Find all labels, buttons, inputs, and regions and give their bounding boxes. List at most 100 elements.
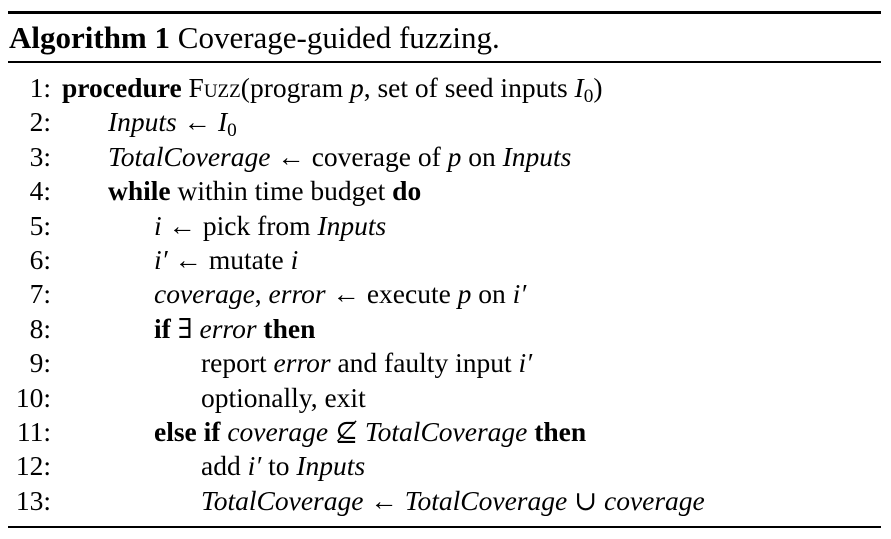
code-token: error bbox=[273, 347, 331, 379]
line-number: 11: bbox=[16, 415, 51, 447]
code-token: ← mutate bbox=[167, 243, 291, 275]
line-content: i ← pick from Inputs bbox=[154, 209, 386, 243]
code-token: i bbox=[154, 209, 162, 241]
code-token: ← bbox=[363, 484, 405, 516]
keyword: else if bbox=[154, 415, 221, 447]
line-content: Inputs ← I0 bbox=[108, 105, 237, 142]
algorithm-line: 2: Inputs ← I0 bbox=[8, 105, 881, 142]
code-token: ) bbox=[593, 72, 603, 103]
code-token bbox=[182, 72, 189, 103]
code-token: and faulty input bbox=[330, 347, 519, 379]
line-number: 12: bbox=[15, 450, 51, 482]
line-content: while within time budget do bbox=[108, 174, 421, 208]
algorithm-line: 1: procedure Fuzz(program p, set of seed… bbox=[8, 71, 881, 107]
line-number: 2: bbox=[29, 106, 51, 138]
code-token: p bbox=[457, 278, 472, 310]
algorithm-caption: Algorithm 1 Coverage-guided fuzzing. bbox=[8, 14, 881, 61]
code-token: (program bbox=[240, 72, 350, 103]
code-token: report bbox=[201, 347, 274, 379]
code-token: ← pick from bbox=[161, 209, 318, 241]
code-token: on bbox=[461, 140, 503, 172]
code-token: TotalCoverage bbox=[404, 484, 568, 516]
line-content: report error and faulty input i′ bbox=[201, 346, 532, 380]
code-token: coverage bbox=[154, 278, 255, 310]
code-token: Inputs bbox=[502, 140, 572, 172]
line-content: TotalCoverage ← TotalCoverage ∪ coverage bbox=[201, 484, 705, 518]
line-number: 3: bbox=[29, 140, 51, 172]
line-number: 5: bbox=[29, 209, 51, 241]
code-token: add bbox=[201, 450, 248, 482]
keyword: then bbox=[534, 415, 587, 447]
keyword: then bbox=[263, 312, 316, 344]
code-token: error bbox=[268, 278, 326, 310]
code-token: ∃ bbox=[170, 312, 200, 344]
code-token: ← execute bbox=[325, 278, 458, 310]
code-token: , set of seed inputs bbox=[363, 72, 575, 103]
algorithm-line: 9: report error and faulty input i′ bbox=[8, 346, 881, 380]
code-token: I bbox=[574, 72, 584, 103]
code-token: coverage bbox=[227, 415, 329, 447]
code-token: p bbox=[447, 140, 462, 172]
code-token: i′ bbox=[512, 278, 527, 310]
code-token: to bbox=[261, 450, 297, 482]
algorithm-line: 6: i′ ← mutate i bbox=[8, 243, 881, 277]
code-token: p bbox=[349, 72, 364, 103]
keyword: while bbox=[108, 175, 171, 207]
code-token: TotalCoverage bbox=[364, 415, 528, 447]
line-number: 1: bbox=[29, 72, 51, 103]
keyword: do bbox=[392, 175, 422, 207]
line-content: else if coverage ⊈ TotalCoverage then bbox=[154, 415, 586, 449]
code-token: Inputs bbox=[108, 106, 177, 138]
algorithm-line: 7: coverage, error ← execute p on i′ bbox=[8, 277, 881, 311]
code-token: optionally, exit bbox=[201, 381, 366, 413]
code-token: i′ bbox=[247, 450, 262, 482]
algorithm-lines: 1: procedure Fuzz(program p, set of seed… bbox=[8, 63, 881, 518]
code-token: , bbox=[254, 278, 269, 310]
code-token: ← bbox=[176, 106, 218, 138]
line-content: add i′ to Inputs bbox=[201, 449, 365, 483]
code-token: error bbox=[199, 312, 257, 344]
subscript: 0 bbox=[583, 85, 594, 107]
algorithm-block: Algorithm 1 Coverage-guided fuzzing. 1: … bbox=[8, 11, 881, 528]
subscript: 0 bbox=[227, 120, 237, 142]
code-token: i′ bbox=[518, 347, 533, 379]
keyword: procedure bbox=[62, 72, 182, 103]
line-number: 10: bbox=[15, 381, 51, 413]
code-token: i bbox=[290, 243, 299, 275]
algorithm-title: Coverage-guided fuzzing. bbox=[177, 20, 500, 55]
algorithm-line: 8: if ∃ error then bbox=[8, 312, 881, 346]
algorithm-line: 12: add i′ to Inputs bbox=[8, 449, 881, 483]
line-content: procedure Fuzz(program p, set of seed in… bbox=[62, 71, 603, 107]
line-number: 13: bbox=[15, 484, 51, 516]
line-number: 7: bbox=[29, 278, 51, 310]
code-token: Inputs bbox=[296, 450, 366, 482]
algorithm-line: 11: else if coverage ⊈ TotalCoverage the… bbox=[8, 415, 881, 449]
line-number: 4: bbox=[29, 175, 51, 207]
bottom-rule bbox=[8, 526, 881, 528]
line-number: 9: bbox=[29, 347, 51, 379]
algorithm-line: 13: TotalCoverage ← TotalCoverage ∪ cove… bbox=[8, 484, 881, 518]
line-content: if ∃ error then bbox=[154, 312, 315, 346]
code-token: TotalCoverage bbox=[201, 484, 364, 516]
code-token: Fuzz bbox=[188, 72, 241, 103]
keyword: if bbox=[154, 312, 171, 344]
code-token: Inputs bbox=[317, 209, 387, 241]
code-token: ∪ bbox=[567, 484, 604, 516]
algorithm-line: 5: i ← pick from Inputs bbox=[8, 209, 881, 243]
code-token: on bbox=[471, 278, 513, 310]
code-token: coverage bbox=[603, 484, 705, 516]
algorithm-line: 10: optionally, exit bbox=[8, 381, 881, 415]
code-token: i′ bbox=[154, 243, 168, 275]
line-number: 8: bbox=[29, 312, 51, 344]
code-token: I bbox=[218, 106, 228, 138]
line-content: i′ ← mutate i bbox=[154, 243, 298, 277]
line-content: coverage, error ← execute p on i′ bbox=[154, 277, 526, 311]
code-token: within time budget bbox=[170, 175, 393, 207]
line-content: optionally, exit bbox=[201, 381, 366, 415]
algorithm-line: 4: while within time budget do bbox=[8, 174, 881, 208]
code-token: TotalCoverage bbox=[108, 140, 271, 172]
top-rule bbox=[8, 11, 881, 14]
algorithm-line: 3: TotalCoverage ← coverage of p on Inpu… bbox=[8, 140, 881, 174]
line-number: 6: bbox=[29, 243, 51, 275]
code-token: ⊈ bbox=[328, 415, 365, 447]
